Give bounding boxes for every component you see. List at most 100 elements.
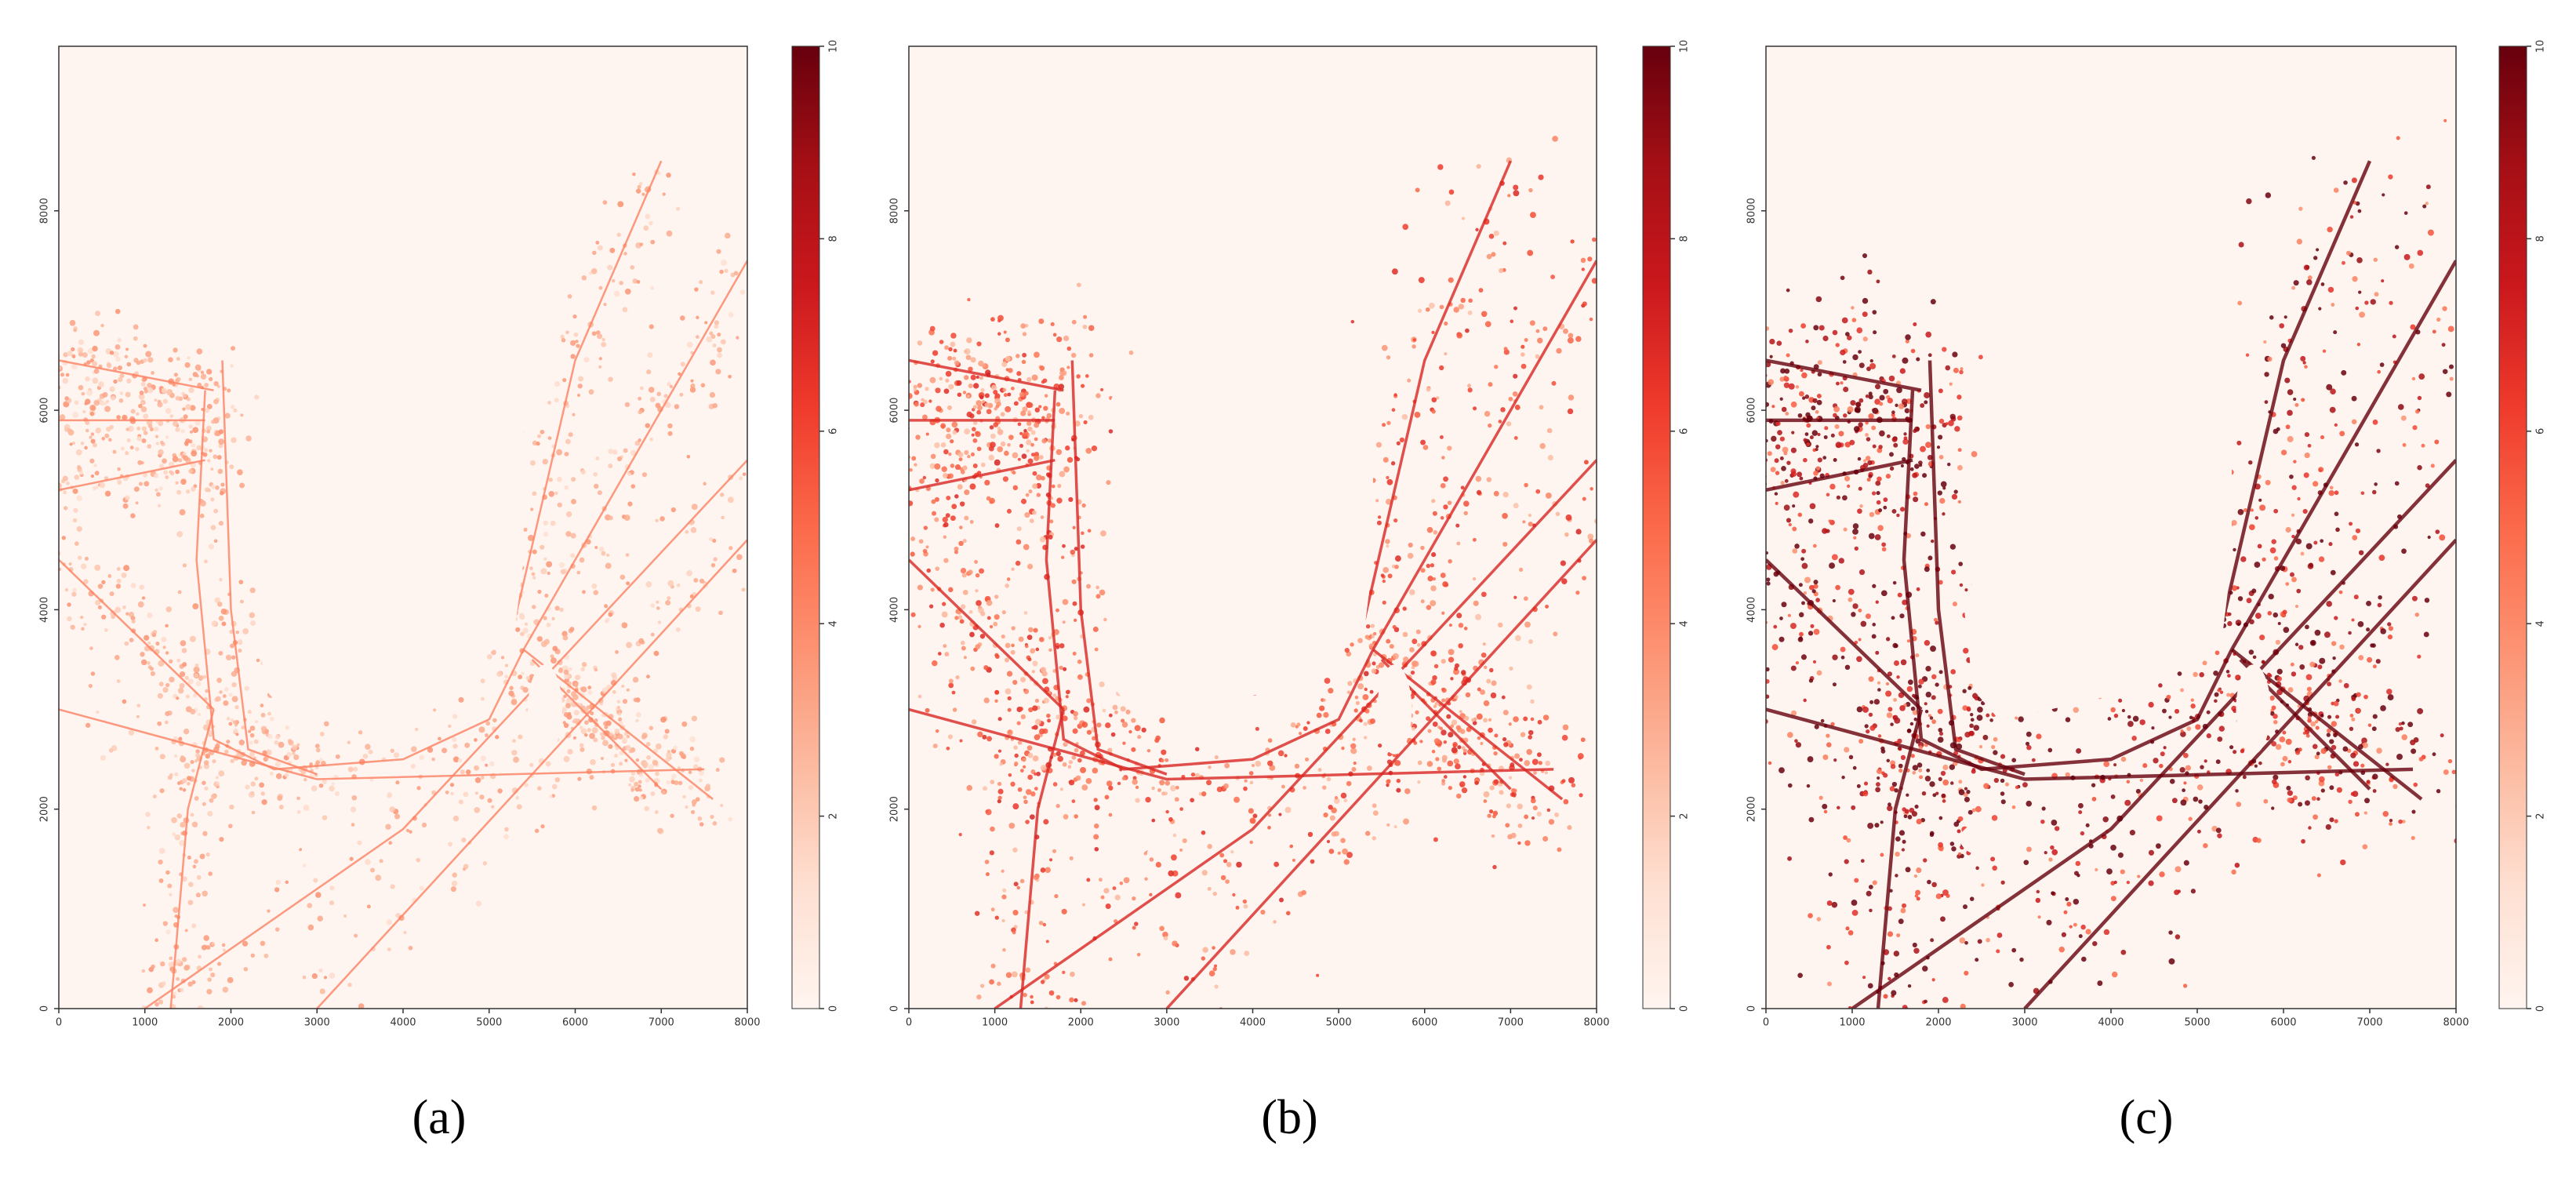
traffic-dot [1017,721,1021,725]
traffic-dot [1835,585,1840,591]
traffic-dot [43,587,48,592]
traffic-dot [980,612,985,616]
traffic-dot [1940,916,1946,922]
traffic-dot [2044,851,2047,854]
traffic-dot [976,410,981,415]
traffic-dot [2436,318,2440,322]
traffic-dot [1032,660,1037,666]
traffic-dot [1894,660,1899,666]
traffic-dot [1074,716,1077,720]
traffic-dot [2036,733,2041,739]
traffic-dot [117,467,121,471]
traffic-dot [143,903,146,907]
traffic-dot [213,381,218,386]
traffic-dot [1493,751,1497,755]
traffic-dot [197,875,202,880]
traffic-dot [576,344,580,347]
traffic-dot [211,620,217,627]
traffic-dot [1030,814,1035,820]
traffic-dot [1500,407,1506,413]
traffic-dot [990,425,994,430]
traffic-dot [2334,616,2338,620]
traffic-dot [1489,668,1494,673]
traffic-dot [180,988,183,992]
traffic-dot [1887,931,1893,936]
traffic-dot [1759,503,1763,507]
traffic-dot [466,769,471,774]
traffic-dot [885,468,892,474]
traffic-dot [956,380,961,386]
traffic-dot [565,452,569,456]
traffic-dot [1086,878,1090,882]
traffic-dot [1841,776,1844,779]
traffic-dot [1207,844,1212,849]
traffic-dot [1502,696,1506,700]
traffic-dot [2475,554,2478,558]
traffic-dot [2015,716,2018,719]
traffic-dot [1033,755,1039,762]
traffic-dot [2026,745,2031,750]
traffic-dot [1157,788,1161,792]
traffic-dot [1735,488,1740,493]
traffic-dot [2371,299,2376,304]
traffic-dot [2343,180,2348,185]
traffic-dot [1831,434,1835,438]
traffic-dot [1013,485,1018,490]
traffic-dot [691,527,697,533]
traffic-dot [663,192,666,195]
traffic-dot [1019,432,1023,435]
traffic-dot [2334,819,2338,823]
traffic-dot [292,744,297,750]
traffic-dot [614,754,618,758]
traffic-dot [2048,857,2052,861]
traffic-dot [957,392,962,397]
traffic-dot [1481,311,1488,318]
colorbar-tick-label: 6 [1679,428,1691,434]
traffic-dot [1844,476,1850,482]
traffic-dot [2413,783,2418,787]
traffic-dot [1103,709,1106,713]
traffic-dot [617,201,623,207]
traffic-dot [2358,655,2363,660]
traffic-dot [1079,414,1083,418]
traffic-dot [1477,714,1483,720]
traffic-dot [1077,660,1082,664]
traffic-dot [2338,679,2342,682]
traffic-dot [219,690,222,693]
traffic-dot [1033,628,1037,633]
heatmap [845,42,1632,1091]
traffic-dot [147,613,152,618]
traffic-dot [1923,858,1927,862]
traffic-dot [2050,845,2055,850]
traffic-dot [2156,843,2161,849]
traffic-dot [1948,420,1954,427]
traffic-dot [948,384,954,390]
traffic-dot [593,590,598,595]
traffic-dot [1926,769,1930,773]
traffic-dot [1056,336,1062,342]
traffic-dot [1865,724,1869,728]
traffic-dot [580,558,585,563]
traffic-dot [1524,483,1528,487]
traffic-dot [537,786,542,791]
traffic-dot [1027,427,1032,431]
traffic-dot [976,994,981,999]
traffic-dot [928,399,932,402]
traffic-dot [655,810,659,814]
traffic-dot [1581,737,1586,742]
traffic-dot [98,381,104,387]
traffic-dot [762,565,768,571]
traffic-dot [178,688,184,694]
traffic-dot [1903,1023,1909,1028]
traffic-dot [1738,747,1742,751]
traffic-dot [216,696,221,702]
traffic-dot [1446,714,1451,719]
traffic-dot [1419,740,1422,743]
traffic-dot [1012,848,1017,853]
traffic-dot [627,689,630,692]
traffic-dot [2159,764,2164,769]
traffic-dot [1332,831,1337,837]
traffic-dot [2366,601,2371,606]
traffic-dot [1409,647,1415,653]
traffic-dot [529,566,533,570]
